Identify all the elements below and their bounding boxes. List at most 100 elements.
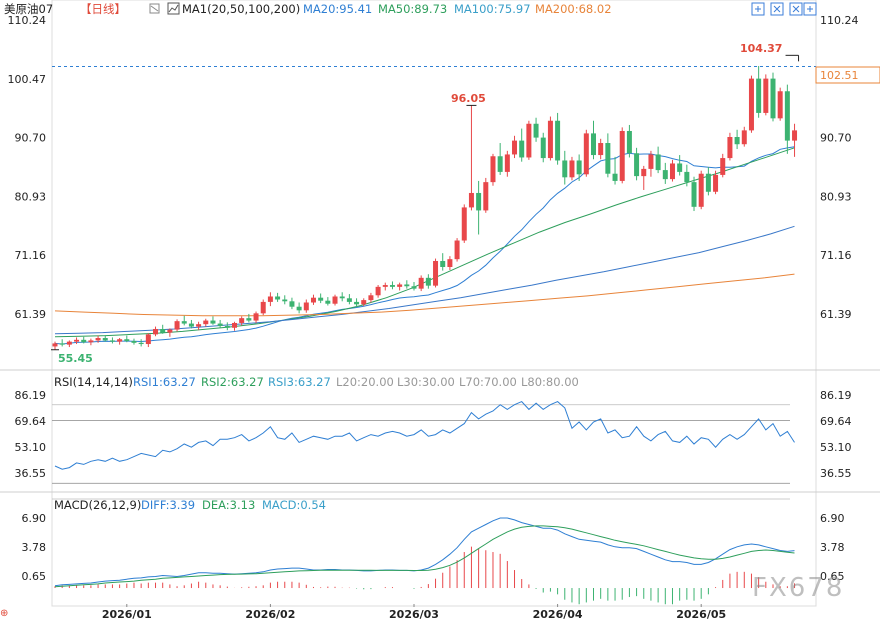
candle-body (354, 301, 360, 305)
rsi-tick-label: 53.10 (15, 441, 47, 454)
candle-body (59, 343, 65, 345)
candle-body (375, 286, 381, 296)
y-tick-label-right: 110.24 (820, 14, 859, 27)
x-tick-label: 2026/01 (102, 608, 152, 621)
candle-body (591, 133, 596, 156)
candle-body (418, 277, 424, 289)
macd-tick-label: 3.78 (22, 541, 47, 554)
candle-body (512, 140, 518, 155)
candle-body (677, 163, 683, 172)
candle-body (483, 182, 489, 211)
candle-body (368, 295, 374, 301)
current-price-tag (815, 66, 880, 84)
candle-body (361, 300, 367, 305)
candle-body (153, 328, 159, 335)
macd-tick-label: 0.65 (22, 570, 47, 583)
moving-averages (54, 146, 795, 345)
candle-body (526, 123, 532, 158)
candle-body (167, 329, 173, 333)
candle-body (74, 339, 80, 342)
candle-body (310, 297, 316, 303)
candle-body (562, 160, 568, 178)
candle-body (641, 168, 647, 177)
candle-body (217, 323, 223, 326)
ma20-line (54, 146, 795, 345)
edge-label: ⊕ (0, 608, 8, 619)
macd-lines (54, 517, 796, 605)
macd-dea-label: DEA:3.13 (202, 498, 255, 512)
rsi-lines (54, 401, 795, 470)
macd-dea-line (54, 525, 795, 588)
y-tick-label: 110.24 (8, 14, 47, 27)
candle-body (267, 296, 273, 302)
candle-body (188, 323, 194, 327)
candles (51, 54, 800, 351)
candle-body (138, 342, 144, 345)
rsi-tick-label-right: 86.19 (820, 389, 852, 402)
ma200-label: MA200:68.02 (535, 2, 612, 16)
candle-body (490, 156, 496, 183)
candle-body (203, 320, 209, 325)
candle-body (540, 137, 546, 159)
macd-diff-line (54, 517, 795, 587)
l20-label: L20:20.00 (336, 375, 394, 389)
candle-body (784, 91, 790, 141)
close-icon[interactable] (789, 2, 803, 16)
candle-body (318, 297, 324, 301)
candle-body (619, 130, 625, 181)
x-tick-label: 2026/03 (389, 608, 439, 621)
candle-body (741, 130, 747, 145)
candle-body (160, 328, 166, 333)
candle-body (397, 284, 403, 287)
watermark: FX678 (752, 573, 844, 603)
rsi-title: RSI(14,14,14) (54, 375, 133, 389)
ma100-line (54, 225, 795, 335)
macd-tick-label-right: 0.65 (820, 570, 845, 583)
rsi-tick-label-right: 69.64 (820, 415, 852, 428)
candle-body (210, 320, 216, 324)
candle-body (569, 160, 575, 178)
config-icon[interactable] (770, 2, 784, 16)
indicator-icon[interactable] (167, 2, 180, 15)
period-label[interactable]: 【日线】 (80, 2, 126, 16)
candle-body (81, 339, 87, 343)
candle-body (626, 130, 632, 154)
mid-high-label: 96.05 (451, 92, 486, 105)
rsi-tick-label-right: 36.55 (820, 467, 852, 480)
macd-tick-label: 6.90 (22, 512, 47, 525)
candle-body (504, 154, 510, 172)
config-icon-mark (150, 5, 159, 12)
candle-body (117, 339, 123, 342)
fullscreen-icon[interactable] (751, 2, 765, 16)
config-icon[interactable] (149, 3, 160, 14)
candle-body (763, 78, 769, 113)
candle-body (792, 130, 798, 141)
candle-body (253, 313, 259, 321)
candle-body (756, 78, 762, 113)
candle-body (224, 325, 230, 328)
ma200-line (54, 273, 795, 317)
candle-body (339, 296, 345, 299)
y-tick-label: 100.47 (8, 73, 47, 86)
rsi1-label: RSI1:63.27 (133, 375, 196, 389)
candle-body (648, 154, 654, 169)
candle-body (547, 120, 553, 159)
symbol-label: 美原油07 (4, 2, 53, 16)
candle-body (713, 174, 719, 192)
l80-label: L80:80.00 (521, 375, 579, 389)
candle-body (705, 173, 711, 192)
candle-body (669, 163, 675, 180)
expand-icon[interactable] (803, 2, 817, 16)
candle-body (612, 173, 618, 181)
macd-tick-label-right: 3.78 (820, 541, 845, 554)
candle-body (325, 300, 331, 304)
candle-body (634, 153, 640, 177)
candle-body (748, 78, 754, 131)
y-tick-label-right: 61.39 (820, 308, 852, 321)
candle-body (181, 321, 187, 324)
candle-body (720, 158, 726, 175)
candle-body (52, 343, 58, 347)
candle-body (411, 286, 417, 289)
candle-body (196, 324, 202, 327)
